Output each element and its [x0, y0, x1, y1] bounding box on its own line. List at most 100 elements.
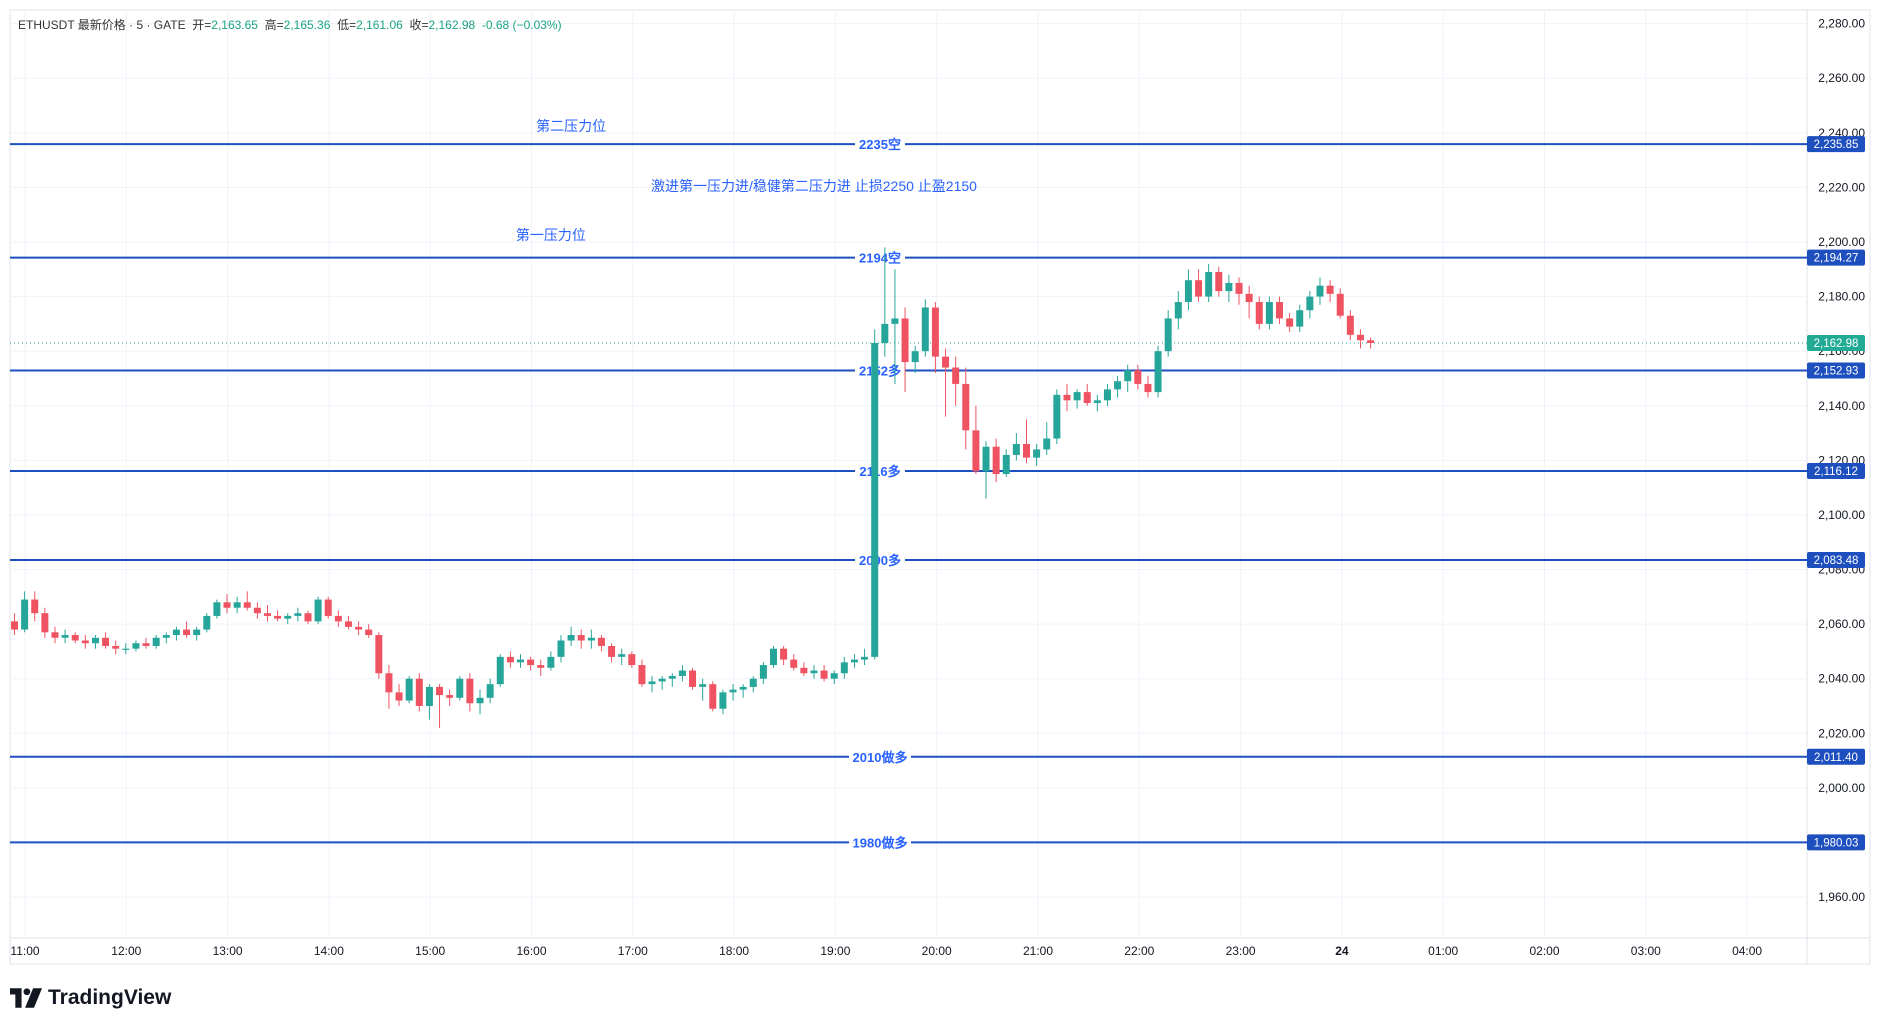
candle [972, 405, 980, 474]
x-tick-label: 16:00 [516, 944, 546, 958]
price-level: 2194空 [10, 251, 1807, 266]
candle-body [668, 675, 676, 679]
candle-body [891, 318, 899, 324]
candle-body [921, 307, 929, 352]
candle-body [517, 659, 524, 663]
candle [861, 648, 869, 666]
candle [233, 596, 241, 614]
candle [1073, 389, 1081, 409]
candle [658, 675, 666, 690]
candle-body [132, 643, 140, 649]
candle-body [31, 599, 39, 614]
candle-body [1093, 400, 1101, 404]
y-tick-label: 2,260.00 [1818, 71, 1865, 85]
candle-body [1063, 394, 1071, 401]
candle-body [466, 678, 474, 704]
candle [1306, 291, 1314, 319]
candle [102, 632, 110, 649]
candle [1144, 375, 1152, 398]
y-tick-label: 2,040.00 [1818, 672, 1865, 686]
x-tick-label: 23:00 [1226, 944, 1256, 958]
close-value: 2,162.98 [428, 18, 476, 32]
x-tick-label: 02:00 [1529, 944, 1559, 958]
candle [142, 637, 150, 649]
candle-body [395, 692, 403, 701]
chart-annotation: 激进第一压力进/稳健第二压力进 止损2250 止盈2150 [651, 178, 977, 194]
price-levels: 2235空 2194空 2152多 2116多 2090多 2010做多 1980做多 [10, 137, 1807, 850]
candle-body [61, 635, 69, 638]
candle [274, 610, 282, 622]
y-tick-label: 2,180.00 [1818, 290, 1865, 304]
candle-body [1306, 296, 1314, 311]
candle-body [1164, 318, 1172, 352]
candle [739, 684, 747, 698]
candle-body [648, 681, 656, 685]
level-label: 2116多 [859, 464, 900, 479]
candle-body [91, 637, 99, 644]
chart-annotation: 第一压力位 [516, 227, 586, 243]
candle-body [1154, 351, 1162, 393]
candle [850, 654, 858, 668]
candle [790, 654, 798, 671]
candle-body [344, 621, 352, 627]
candle-body [1134, 370, 1142, 384]
candle [719, 689, 727, 715]
candle [709, 681, 717, 712]
candle [527, 656, 535, 671]
candle [284, 613, 292, 625]
candle [1276, 296, 1283, 324]
candle [395, 684, 403, 706]
x-tick-label: 20:00 [922, 944, 952, 958]
candle [547, 651, 555, 671]
candle [1083, 383, 1091, 406]
price-level: 2010做多 [10, 750, 1807, 765]
candle-body [699, 684, 707, 687]
candle-body [628, 654, 636, 666]
x-tick-label: 24 [1335, 944, 1349, 958]
candle [921, 299, 929, 357]
candle-body [739, 686, 747, 690]
candle [597, 635, 605, 652]
candle [1225, 274, 1233, 303]
candle-body [800, 667, 808, 674]
candle-body [729, 689, 737, 693]
candle [91, 635, 99, 649]
tradingview-brand[interactable]: TradingView [10, 986, 171, 1010]
candle-body [1356, 334, 1364, 341]
candle-body [203, 615, 211, 630]
level-price-badge [1807, 552, 1865, 569]
candle-body [678, 670, 686, 676]
candle-body [496, 656, 504, 685]
price-level: 1980做多 [10, 835, 1807, 850]
level-price-label: 2,152.93 [1814, 365, 1859, 377]
close-label: 收= [409, 18, 429, 32]
candle [1184, 269, 1192, 311]
time-axis[interactable]: 11:00 12:00 13:00 14:00 15:00 16:00 17:00 18:00… [10, 944, 1762, 958]
candle-body [436, 686, 444, 696]
level-price-label: 1,980.03 [1814, 837, 1859, 849]
candle [21, 591, 29, 633]
candle [1346, 310, 1354, 341]
candle-body [1235, 282, 1243, 294]
candle-body [770, 648, 777, 666]
candle-body [527, 659, 535, 666]
price-level: 2152多 [10, 363, 1807, 378]
candle-body [41, 613, 49, 633]
price-level: 2116多 [10, 464, 1807, 479]
candle [294, 607, 302, 622]
candle [496, 654, 504, 687]
candle [1367, 337, 1375, 349]
chart-frame [9, 9, 1871, 965]
candle-body [1023, 443, 1030, 458]
candle [1002, 449, 1010, 477]
candle [1356, 329, 1364, 349]
candle-body [233, 602, 241, 608]
candle [759, 662, 767, 685]
level-price-badge [1807, 249, 1865, 266]
candle [1134, 364, 1142, 390]
candle [699, 678, 707, 701]
candle [901, 307, 909, 393]
price-axis[interactable]: 2,280.002,260.002,240.002,220.002,200.00… [1807, 17, 1865, 904]
candle-body [901, 318, 909, 363]
